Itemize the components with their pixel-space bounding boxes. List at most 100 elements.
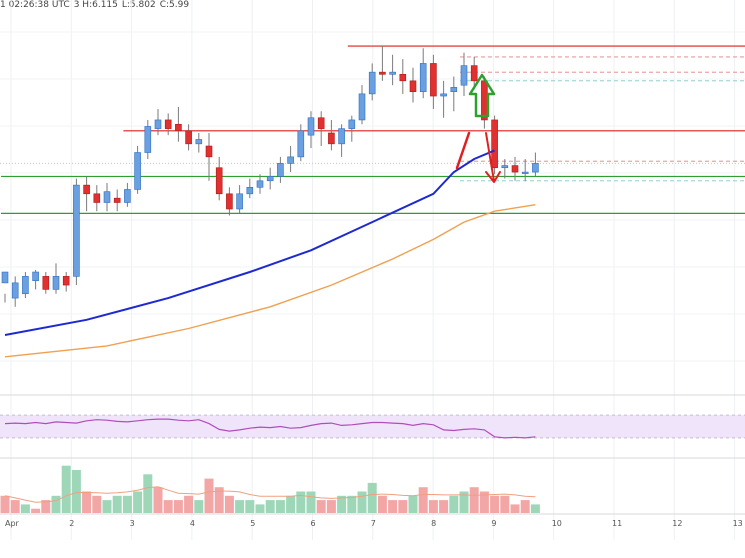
price-header: 1 02:26:38 UTC 3 H:6.115 L:5.802 C:5.99 (0, 0, 193, 10)
volume-bar (439, 500, 449, 513)
candle-body (399, 74, 407, 82)
volume-bar (286, 495, 296, 513)
volume-bar (398, 500, 408, 513)
volume-bar (224, 495, 234, 513)
volume-bar (479, 491, 489, 513)
volume-bar (347, 495, 357, 513)
volume-bar (41, 500, 51, 513)
candle-body (348, 119, 356, 129)
candle-body (154, 119, 162, 129)
candle-body (32, 271, 39, 282)
volume-bar (133, 491, 143, 513)
candle-body (266, 176, 274, 182)
volume-bar (530, 504, 540, 513)
candle-body (175, 123, 182, 132)
candle-body (195, 139, 203, 145)
candle-body (501, 165, 509, 169)
volume-bar (490, 495, 500, 513)
x-tick-label: 10 (552, 519, 562, 528)
x-tick-label: 8 (431, 519, 436, 528)
volume-bar (316, 500, 326, 513)
candle-body (134, 152, 141, 190)
candle-body (338, 128, 345, 145)
red-arrow-up-stroke (455, 131, 471, 170)
candle-body (103, 191, 111, 203)
x-tick-label: 7 (371, 519, 376, 528)
candle-body (73, 184, 80, 277)
x-tick-label: 11 (612, 519, 622, 528)
candle-body (419, 63, 427, 92)
candle-body (511, 165, 519, 173)
x-tick-label: 2 (69, 519, 74, 528)
volume-bar (265, 500, 275, 513)
volume-bar (449, 495, 459, 513)
volume-bar (31, 508, 41, 513)
volume-bar (61, 465, 71, 513)
volume-bar (500, 495, 510, 513)
x-tick-label: 5 (250, 519, 255, 528)
volume-bar (153, 487, 163, 513)
volume-bar (459, 491, 469, 513)
candle-body (460, 65, 468, 86)
volume-bar (163, 500, 173, 513)
volume-bar (82, 491, 92, 513)
volume-bar (51, 495, 61, 513)
volume-bar (10, 500, 20, 513)
volume-bar (143, 474, 153, 513)
volume-bar (357, 491, 367, 513)
candle-body (409, 80, 417, 92)
volume-bar (0, 495, 10, 513)
header-low: L:5.802 (121, 0, 156, 10)
candle-body (83, 184, 90, 195)
volume-bar (92, 495, 102, 513)
candle-body (246, 186, 254, 195)
volume-bar (388, 500, 398, 513)
volume-bar (112, 495, 122, 513)
x-tick-label: Apr (5, 519, 20, 528)
red-down-arrow (485, 132, 501, 183)
x-tick-label: 12 (672, 519, 682, 528)
candle-body (164, 119, 172, 129)
ma-blue-line (4, 149, 495, 336)
candle-body (521, 171, 529, 174)
volume-ma-line (4, 486, 536, 503)
volume-bar (306, 491, 316, 513)
candle-body (317, 117, 325, 129)
candle-body (236, 193, 243, 210)
candle-body (205, 145, 213, 158)
volume-bar (255, 504, 265, 513)
rsi-band (0, 415, 745, 438)
candle-body (358, 93, 366, 121)
candle-body (277, 163, 284, 177)
volume-bar (510, 504, 520, 513)
candle-body (532, 163, 539, 173)
header-time: 1 02:26:38 UTC (0, 0, 70, 10)
volume-bar (122, 495, 132, 513)
candle-body (215, 167, 223, 195)
candle-body (42, 276, 50, 290)
candle-body (368, 71, 376, 95)
candle-body (124, 189, 131, 203)
x-tick-label: 9 (491, 519, 496, 528)
candle-body (93, 193, 101, 203)
volume-bar (520, 500, 530, 513)
candle-body (481, 80, 488, 121)
volume-bar (214, 487, 224, 513)
x-tick-label: 13 (733, 519, 743, 528)
volume-bar (20, 504, 30, 513)
candle-body (144, 126, 152, 153)
candle-body (62, 276, 70, 286)
volume-bar (71, 470, 81, 513)
volume-bar (377, 495, 387, 513)
candle-body (185, 130, 192, 145)
candle-body (328, 132, 335, 145)
candle-body (256, 180, 264, 188)
candle-body (287, 156, 294, 164)
volume-bar (326, 500, 336, 513)
volume-bar (469, 487, 479, 513)
volume-bar (428, 500, 438, 513)
volume-bar (367, 482, 377, 513)
rsi-line (4, 418, 536, 439)
candle-body (1, 271, 9, 284)
